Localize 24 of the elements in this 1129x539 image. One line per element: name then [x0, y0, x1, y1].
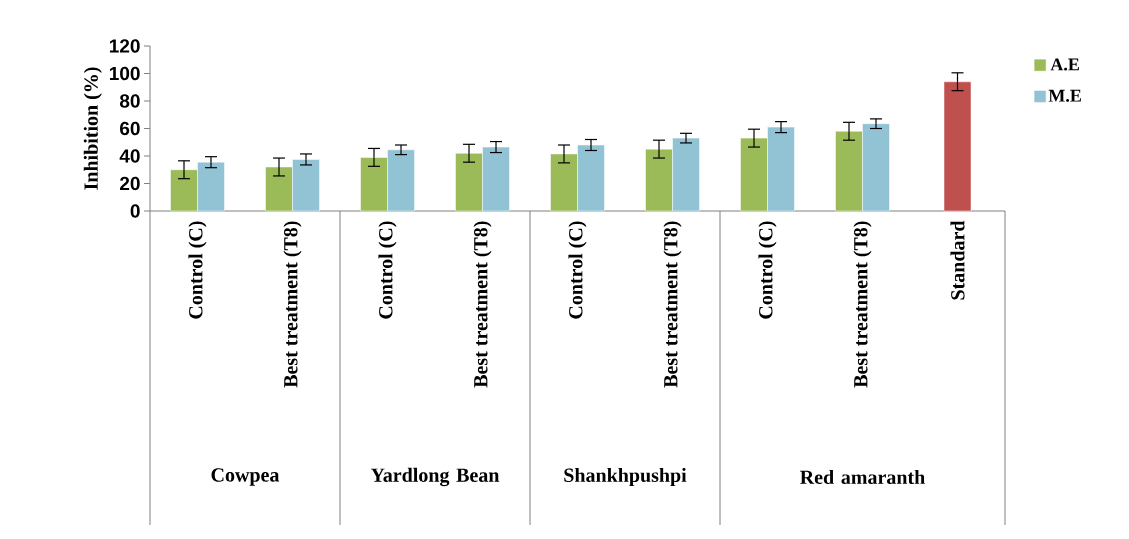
legend-label: M.E [1048, 89, 1081, 102]
text: Red amaranth [800, 469, 925, 485]
x-tick-label: Best treatment (T8) [283, 221, 302, 388]
y-tick-label: 40 [119, 149, 140, 163]
legend-label: A.E [1050, 58, 1079, 71]
y-tick-label: 80 [119, 94, 140, 108]
text: Yardlong Bean [370, 467, 500, 487]
y-tick-label: 60 [120, 121, 140, 136]
x-tick-label: Control (C) [758, 221, 777, 319]
x-tick-label: Best treatment (T8) [473, 221, 492, 388]
text: Cowpea [211, 468, 280, 486]
y-tick-label: 20 [120, 176, 140, 191]
y-tick-label: 120 [109, 39, 140, 53]
x-tick-label: Best treatment (T8) [663, 221, 682, 388]
y-tick-label: 100 [109, 66, 140, 81]
y-tick-label: 0 [130, 204, 140, 218]
x-tick-label: Standard [950, 220, 965, 300]
text: Shankhpushpi [564, 467, 687, 487]
x-tick-label: Control (C) [378, 221, 397, 319]
bar [943, 81, 972, 212]
x-tick-label: Control (C) [568, 221, 587, 319]
x-tick-label: Best treatment (T8) [853, 221, 872, 388]
y-axis-title: Inhibition (%) [83, 67, 102, 190]
x-tick-label: Control (C) [188, 221, 207, 319]
